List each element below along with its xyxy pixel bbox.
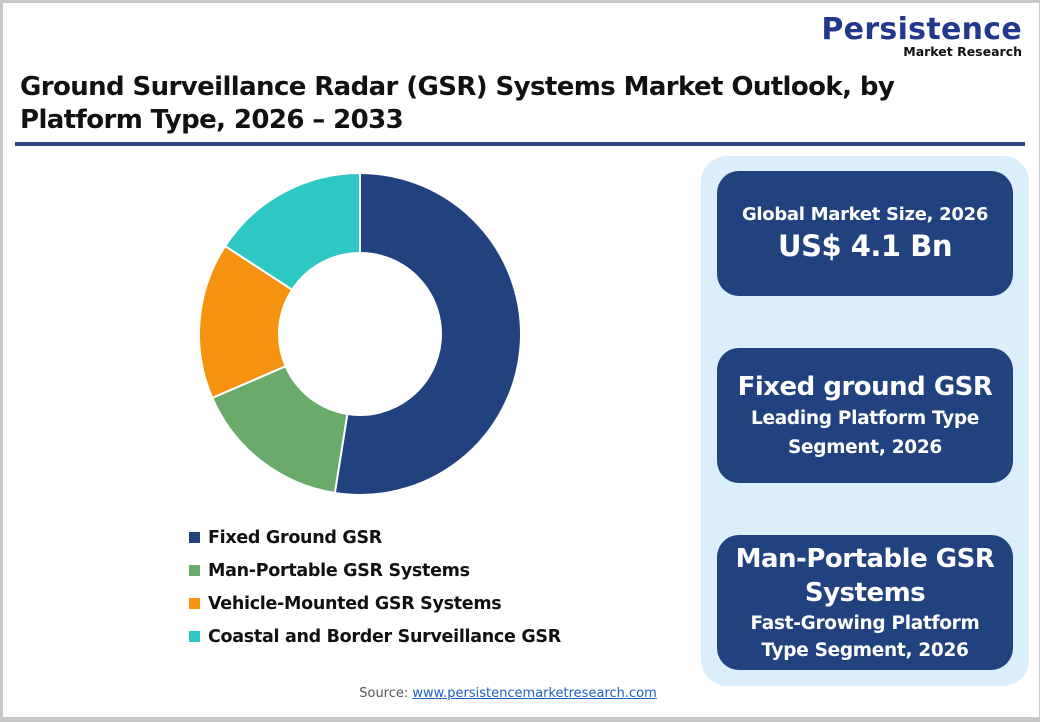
- title-divider: [15, 142, 1025, 146]
- fastest-segment-title-2: Systems: [804, 577, 926, 608]
- fastest-segment-caption-1: Fast-Growing Platform: [750, 612, 980, 634]
- leading-segment-caption-1: Leading Platform Type: [750, 407, 980, 429]
- legend-swatch: [189, 598, 200, 609]
- leading-segment-card: Fixed ground GSR Leading Platform Type S…: [717, 348, 1013, 483]
- logo-tagline: Market Research: [903, 44, 1022, 59]
- legend-label: Coastal and Border Surveillance GSR: [208, 626, 561, 647]
- donut-slice: [333, 171, 522, 496]
- legend-swatch: [189, 532, 200, 543]
- fastest-segment-caption-2: Type Segment, 2026: [761, 639, 969, 661]
- fastest-segment-card: Man-Portable GSR Systems Fast-Growing Pl…: [717, 535, 1013, 670]
- leading-segment-title: Fixed ground GSR: [737, 371, 993, 402]
- legend-label: Man-Portable GSR Systems: [208, 560, 470, 581]
- source-note: Source: www.persistencemarketresearch.co…: [0, 686, 1016, 701]
- donut-chart: [198, 171, 522, 496]
- legend-item: Coastal and Border Surveillance GSR: [189, 620, 561, 653]
- leading-segment-caption-2: Segment, 2026: [787, 436, 942, 458]
- donut-slice: [223, 171, 361, 292]
- donut-slice: [198, 244, 294, 400]
- fastest-segment-title-1: Man-Portable GSR: [735, 543, 995, 574]
- donut-slice: [210, 364, 349, 495]
- source-link[interactable]: www.persistencemarketresearch.com: [412, 686, 657, 701]
- legend-label: Vehicle-Mounted GSR Systems: [208, 593, 502, 614]
- legend-item: Fixed Ground GSR: [189, 521, 561, 554]
- legend-item: Man-Portable GSR Systems: [189, 554, 561, 587]
- chart-title: Ground Surveillance Radar (GSR) Systems …: [20, 72, 895, 135]
- market-size-value: US$ 4.1 Bn: [778, 228, 952, 263]
- chart-legend: Fixed Ground GSR Man-Portable GSR System…: [189, 521, 561, 653]
- legend-swatch: [189, 631, 200, 642]
- source-label: Source:: [359, 686, 409, 701]
- legend-swatch: [189, 565, 200, 576]
- legend-item: Vehicle-Mounted GSR Systems: [189, 587, 561, 620]
- legend-label: Fixed Ground GSR: [208, 527, 382, 548]
- logo-wordmark: Persistence: [821, 12, 1022, 47]
- brand-logo: Persistence Market Research: [821, 14, 1022, 59]
- market-size-label: Global Market Size, 2026: [741, 203, 989, 225]
- market-size-card: Global Market Size, 2026 US$ 4.1 Bn: [717, 171, 1013, 296]
